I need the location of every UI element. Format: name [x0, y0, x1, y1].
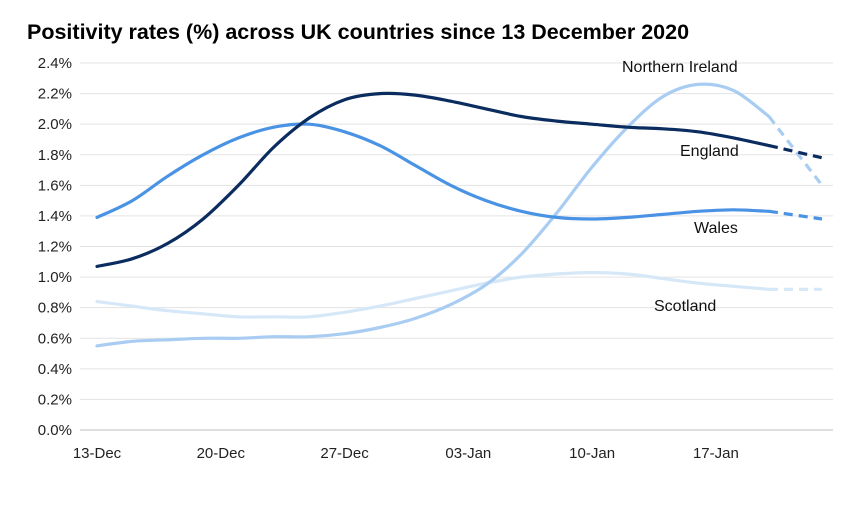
- series-line-england: [95, 91, 771, 268]
- x-tick-label: 13-Dec: [73, 445, 122, 462]
- x-tick-label: 17-Jan: [693, 445, 739, 462]
- y-tick-label: 0.0%: [38, 422, 72, 439]
- y-tick-label: 1.6%: [38, 177, 72, 194]
- x-tick-label: 10-Jan: [569, 445, 615, 462]
- series-line-wales: [95, 122, 771, 221]
- y-tick-label: 2.2%: [38, 86, 72, 103]
- series-line-scotland: [95, 270, 771, 319]
- series-label-scotland: Scotland: [654, 298, 716, 315]
- x-tick-label: 03-Jan: [445, 445, 491, 462]
- y-tick-label: 2.4%: [38, 55, 72, 72]
- x-tick-label: 27-Dec: [320, 445, 369, 462]
- series-line-northern-ireland-projection: [767, 115, 824, 187]
- y-tick-label: 0.8%: [38, 300, 72, 317]
- series-line-england-projection: [768, 144, 823, 160]
- chart-title: Positivity rates (%) across UK countries…: [27, 20, 690, 44]
- series-label-northern-ireland: Northern Ireland: [622, 59, 738, 76]
- y-tick-label: 2.0%: [38, 116, 72, 133]
- y-tick-label: 1.8%: [38, 147, 72, 164]
- y-tick-label: 1.2%: [38, 239, 72, 256]
- y-tick-label: 1.4%: [38, 208, 72, 225]
- x-tick-label: 20-Dec: [197, 445, 246, 462]
- y-tick-label: 0.6%: [38, 330, 72, 347]
- series-label-england: England: [680, 143, 739, 160]
- series-line-northern-ireland: [95, 82, 771, 348]
- series-label-wales: Wales: [694, 220, 738, 237]
- y-tick-label: 0.4%: [38, 361, 72, 378]
- y-tick-label: 0.2%: [38, 391, 72, 408]
- y-tick-label: 1.0%: [38, 269, 72, 286]
- series-line-wales-projection: [768, 209, 823, 221]
